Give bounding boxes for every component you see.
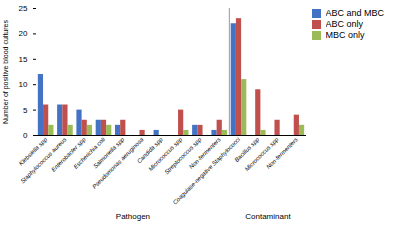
svg-text:Number of positive blood cultu: Number of positive blood cultures	[2, 20, 10, 124]
svg-text:Klebsiella spp: Klebsiella spp	[17, 136, 49, 167]
svg-text:Non-fermenters: Non-fermenters	[265, 136, 299, 170]
svg-text:15: 15	[19, 55, 28, 64]
svg-text:0: 0	[23, 131, 28, 140]
html-text:MBC only: MBC only	[325, 30, 365, 40]
svg-text:Enterobacter spp: Enterobacter spp	[50, 136, 87, 173]
svg-text:Pseudomonas aeruginosa: Pseudomonas aeruginosa	[91, 136, 145, 190]
html-text:ABC only: ABC only	[325, 19, 363, 29]
svg-text:10: 10	[19, 80, 28, 89]
svg-text:20: 20	[19, 29, 28, 38]
svg-text:Coagulase-negative Staphylococ: Coagulase-negative Staphylococci	[172, 136, 242, 206]
svg-text:Salmonella spp: Salmonella spp	[92, 136, 126, 170]
html-text:ABC and MBC: ABC and MBC	[325, 8, 384, 18]
svg-text:Staphylococcus aureus: Staphylococcus aureus	[19, 136, 68, 185]
svg-text:Pathogen: Pathogen	[116, 212, 150, 221]
svg-text:5: 5	[23, 106, 28, 115]
svg-text:25: 25	[19, 4, 28, 13]
svg-text:Non-fermenters: Non-fermenters	[188, 136, 222, 170]
svg-text:Bacillus spp: Bacillus spp	[233, 136, 261, 164]
svg-text:Micrococcus spp: Micrococcus spp	[147, 136, 183, 172]
svg-text:Micrococcus spp: Micrococcus spp	[244, 136, 280, 172]
svg-text:Streptococcus spp: Streptococcus spp	[163, 136, 203, 176]
svg-text:Candida spp: Candida spp	[135, 136, 164, 165]
svg-text:Contaminant: Contaminant	[245, 212, 291, 221]
svg-text:Escherichia coli: Escherichia coli	[72, 136, 106, 170]
